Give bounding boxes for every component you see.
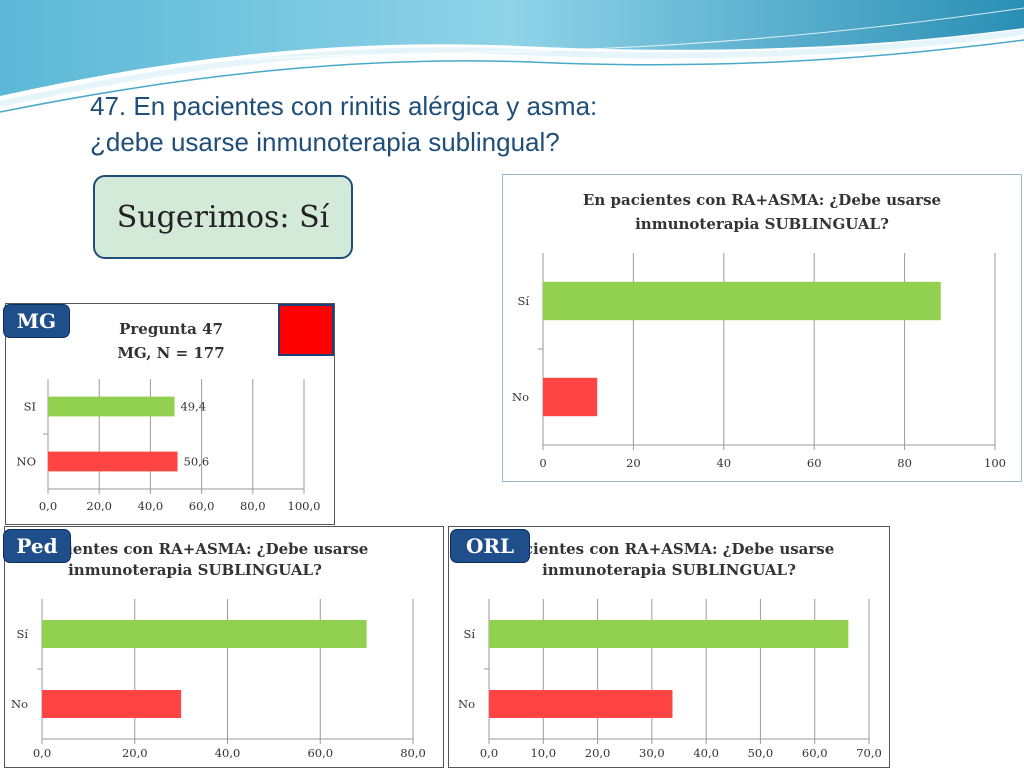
main-category-label: No bbox=[512, 390, 529, 404]
mg-bar-no bbox=[48, 451, 178, 472]
recommendation-box: Sugerimos: Sí bbox=[93, 175, 353, 259]
chart-main: En pacientes con RA+ASMA: ¿Debe usarse in… bbox=[512, 191, 1006, 470]
red-square-marker bbox=[278, 304, 334, 356]
orl-chart-title-line: inmunoterapia SUBLINGUAL? bbox=[542, 561, 796, 579]
orl-x-tick-label: 30,0 bbox=[639, 746, 665, 760]
chart-mg: Pregunta 47 MG, N = 177 0,0 20,0 40,0 60,0 80,… bbox=[17, 320, 321, 513]
ped-chart-title-line: n pacientes con RA+ASMA: ¿Debe usarse bbox=[22, 540, 369, 558]
mg-x-tick-label: 40,0 bbox=[138, 499, 164, 513]
main-category-label: Sí bbox=[517, 294, 529, 308]
badge-mg: MG bbox=[3, 304, 70, 338]
ped-category-label: Sí bbox=[16, 627, 28, 641]
main-chart-title-line: inmunoterapia SUBLINGUAL? bbox=[635, 215, 889, 233]
ped-x-tick-label: 40,0 bbox=[215, 746, 241, 760]
orl-x-tick-label: 50,0 bbox=[748, 746, 774, 760]
chart-panel-main: En pacientes con RA+ASMA: ¿Debe usarse in… bbox=[502, 174, 1022, 482]
orl-bar-yes bbox=[489, 620, 849, 648]
orl-chart-title-line: pacientes con RA+ASMA: ¿Debe usarse bbox=[504, 540, 835, 558]
badge-ped: Ped bbox=[3, 529, 71, 563]
orl-x-tick-label: 0,0 bbox=[480, 746, 498, 760]
orl-x-tick-label: 70,0 bbox=[856, 746, 882, 760]
slide-title: 47. En pacientes con rinitis alérgica y … bbox=[90, 88, 850, 160]
mg-x-tick-label: 80,0 bbox=[240, 499, 266, 513]
main-bar-no bbox=[543, 377, 598, 417]
main-x-tick-label: 60 bbox=[807, 456, 822, 470]
orl-bar-no bbox=[489, 690, 673, 718]
ped-x-tick-label: 20,0 bbox=[122, 746, 148, 760]
orl-x-tick-label: 40,0 bbox=[693, 746, 719, 760]
decorative-wave-header bbox=[0, 0, 1024, 113]
mg-bar-yes bbox=[48, 396, 175, 417]
ped-x-tick-label: 0,0 bbox=[33, 746, 51, 760]
main-x-tick-label: 20 bbox=[626, 456, 641, 470]
mg-category-label: SI bbox=[24, 400, 36, 414]
chart-panel-mg: Pregunta 47 MG, N = 177 0,0 20,0 40,0 60,0 80,… bbox=[5, 303, 335, 525]
mg-category-label: NO bbox=[17, 455, 37, 469]
chart-orl: pacientes con RA+ASMA: ¿Debe usarse inmun… bbox=[458, 540, 882, 760]
main-x-tick-label: 100 bbox=[984, 456, 1006, 470]
mg-x-tick-label: 0,0 bbox=[39, 499, 57, 513]
main-x-tick-label: 40 bbox=[716, 456, 731, 470]
orl-category-label: No bbox=[458, 697, 475, 711]
main-x-tick-label: 0 bbox=[539, 456, 546, 470]
orl-category-label: Sí bbox=[463, 627, 475, 641]
orl-x-tick-label: 10,0 bbox=[530, 746, 556, 760]
ped-category-label: No bbox=[11, 697, 28, 711]
mg-chart-title-line: Pregunta 47 bbox=[119, 320, 223, 338]
chart-ped: n pacientes con RA+ASMA: ¿Debe usarse inm… bbox=[11, 540, 426, 760]
ped-bar-yes bbox=[42, 620, 367, 648]
mg-x-tick-label: 20,0 bbox=[86, 499, 112, 513]
mg-data-label: 50,6 bbox=[184, 455, 210, 469]
chart-panel-orl: pacientes con RA+ASMA: ¿Debe usarse inmun… bbox=[448, 526, 890, 768]
orl-x-tick-label: 60,0 bbox=[802, 746, 828, 760]
slide-title-line-1: 47. En pacientes con rinitis alérgica y … bbox=[90, 91, 598, 121]
ped-x-tick-label: 80,0 bbox=[400, 746, 426, 760]
orl-x-tick-label: 20,0 bbox=[585, 746, 611, 760]
ped-x-tick-label: 60,0 bbox=[307, 746, 333, 760]
mg-chart-title-line: MG, N = 177 bbox=[117, 344, 224, 362]
main-x-tick-label: 80 bbox=[897, 456, 912, 470]
slide-title-line-2: ¿debe usarse inmunoterapia sublingual? bbox=[90, 127, 560, 157]
main-chart-title-line: En pacientes con RA+ASMA: ¿Debe usarse bbox=[583, 191, 941, 209]
mg-data-label: 49,4 bbox=[180, 400, 206, 414]
main-bar-yes bbox=[543, 281, 941, 321]
badge-orl: ORL bbox=[450, 529, 530, 563]
ped-chart-title-line: inmunoterapia SUBLINGUAL? bbox=[68, 561, 322, 579]
chart-panel-ped: n pacientes con RA+ASMA: ¿Debe usarse inm… bbox=[4, 526, 444, 768]
mg-x-tick-label: 100,0 bbox=[288, 499, 321, 513]
ped-bar-no bbox=[42, 690, 182, 718]
mg-x-tick-label: 60,0 bbox=[189, 499, 215, 513]
